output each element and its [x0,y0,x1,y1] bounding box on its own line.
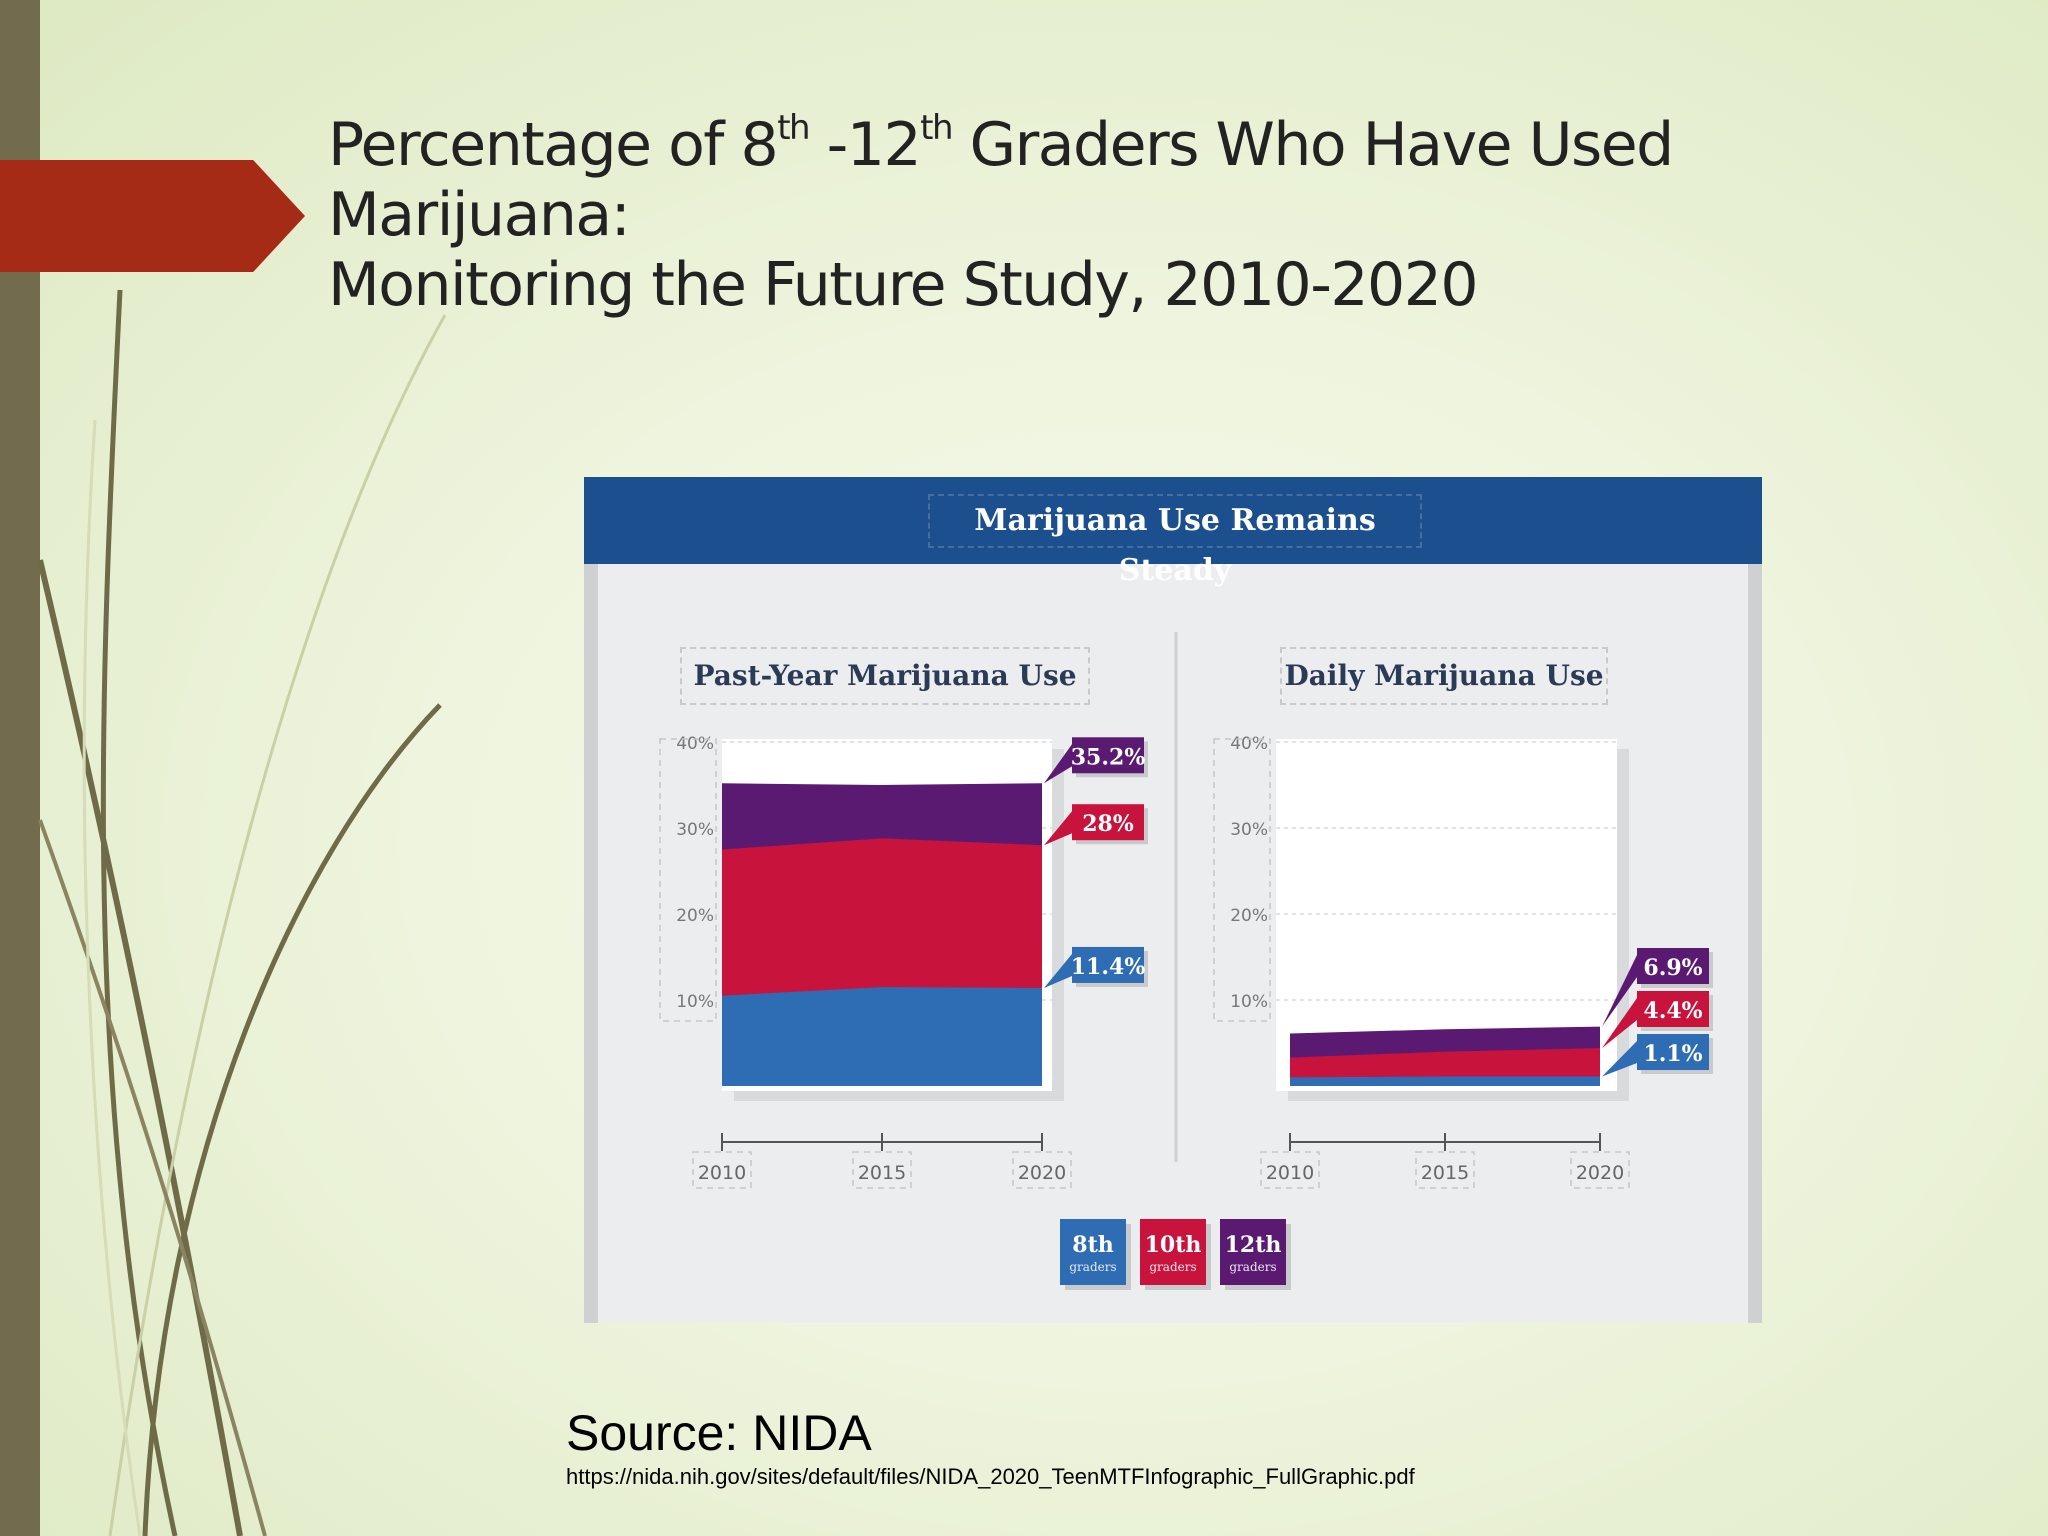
value-label: 4.4% [1643,998,1702,1024]
x-tick-frame [1260,1151,1320,1189]
value-label-box [1072,737,1144,774]
area-series-8th-graders [722,987,1042,1086]
source-title: Source: NIDA [566,1405,872,1461]
legend-swatch-8th [1060,1219,1126,1285]
legend-sub: graders [1069,1260,1116,1274]
x-tick-label: 2020 [1576,1162,1624,1184]
legend-swatch-10th [1140,1219,1206,1285]
value-label: 1.1% [1643,1041,1702,1067]
source-url: https://nida.nih.gov/sites/default/files… [566,1464,1415,1489]
banner-title: Marijuana Use Remains Steady [928,494,1422,588]
value-label-box [1637,1034,1709,1070]
x-tick-frame [852,1151,912,1189]
frame-left-shade [584,564,598,1323]
value-label-box [1637,948,1709,984]
value-label: 6.9% [1643,955,1702,981]
legend-sub: graders [1229,1260,1276,1274]
area-series-8th-graders [1290,1076,1600,1086]
x-tick-frame [1415,1151,1475,1189]
legend-grade: 8th [1072,1232,1113,1258]
title-arrow [0,160,305,272]
value-label: 28% [1082,811,1134,837]
y-tick-label: 40% [676,734,714,754]
value-label-box [1637,991,1709,1027]
panel-title-daily: Daily Marijuana Use [1280,647,1608,705]
x-tick-frame [1012,1151,1072,1189]
title-mid: -12 [809,110,922,180]
value-label-pointer [1602,998,1637,1049]
value-label: 35.2% [1071,744,1146,770]
y-tick-label: 40% [1230,734,1268,754]
legend-sub: graders [1149,1260,1196,1274]
x-tick-label: 2015 [1421,1162,1469,1184]
x-tick-frame [692,1151,752,1189]
title-sup-1: th [777,108,810,148]
grass-decoration [37,289,447,1536]
x-tick-label: 2010 [698,1162,746,1184]
frame-right-shade [1748,564,1762,1323]
y-tick-label: 10% [1230,992,1268,1012]
x-tick-label: 2015 [858,1162,906,1184]
x-tick-label: 2010 [1266,1162,1314,1184]
y-tick-label: 30% [1230,820,1268,840]
y-axis-frame [1213,738,1271,1022]
x-tick-frame [1570,1151,1630,1189]
title-line2: Monitoring the Future Study, 2010-2020 [328,250,1479,320]
value-label-pointer [1602,1041,1637,1077]
title-sup-2: th [920,108,953,148]
title-line1-end: Graders Who Have Used Marijuana: [328,110,1674,250]
value-label-pointer [1044,811,1072,846]
legend-grade: 10th [1145,1232,1202,1258]
title-prefix: Percentage of 8 [328,110,779,180]
y-tick-label: 10% [676,992,714,1012]
y-tick-label: 30% [676,820,714,840]
x-tick-label: 2020 [1018,1162,1066,1184]
y-tick-label: 20% [676,906,714,926]
charts-canvas: 10% 20% 30% 40% 11.4% 28% 35.2% 2010 2015 2020 10%… [584,564,1762,1323]
legend-swatch-12th [1220,1219,1286,1285]
infographic-banner: Marijuana Use Remains Steady [584,477,1762,588]
value-label-pointer [1044,744,1072,784]
value-label-box [1072,804,1144,841]
value-label: 11.4% [1071,954,1146,980]
legend-grade: 12th [1225,1232,1282,1258]
panel-title-past-year: Past-Year Marijuana Use [680,647,1090,705]
infographic: Marijuana Use Remains Steady Past-Year M… [584,477,1762,1323]
value-label-pointer [1044,953,1072,988]
value-label-box [1072,946,1144,983]
slide-title: Percentage of 8th -12th Graders Who Have… [328,110,1928,320]
y-tick-label: 20% [1230,906,1268,926]
y-axis-frame [659,738,717,1022]
